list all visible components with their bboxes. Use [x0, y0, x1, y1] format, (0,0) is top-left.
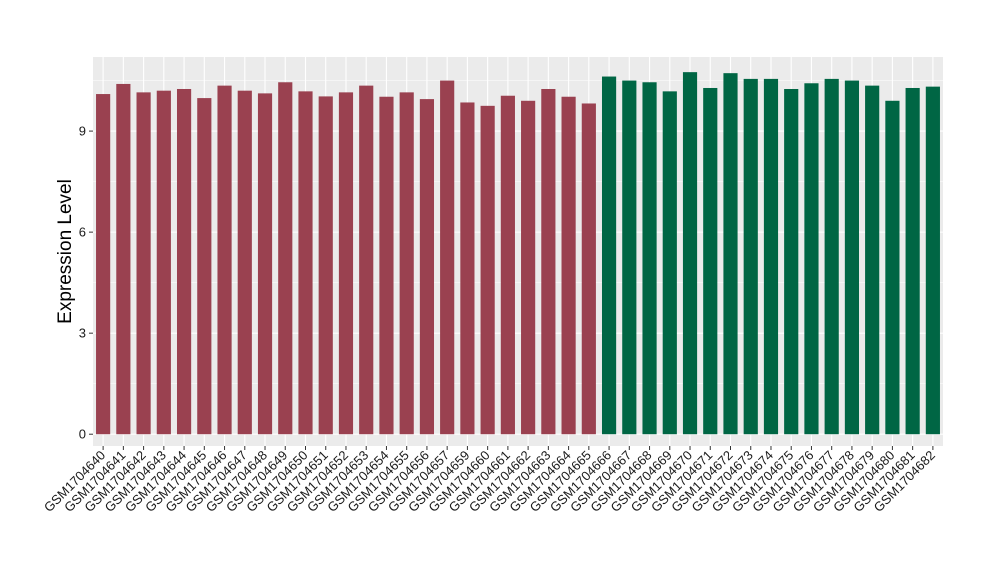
bar-GSM1704640 [96, 94, 111, 435]
bar-GSM1704648 [257, 93, 273, 435]
bar-GSM1704654 [379, 96, 394, 435]
bar-GSM1704675 [784, 88, 799, 435]
bar-GSM1704672 [723, 73, 738, 435]
bar-GSM1704668 [642, 82, 657, 435]
bar-GSM1704665 [581, 103, 596, 435]
y-tick-label: 0 [79, 427, 86, 442]
bar-GSM1704667 [622, 80, 637, 435]
y-tick-label: 6 [79, 225, 86, 240]
y-axis-title: Expression Level [55, 179, 76, 324]
bar-GSM1704680 [885, 100, 900, 435]
bar-GSM1704681 [905, 87, 920, 435]
bar-GSM1704676 [804, 83, 819, 435]
bar-GSM1704641 [116, 83, 131, 435]
bar-GSM1704678 [844, 80, 860, 435]
bar-GSM1704673 [743, 78, 758, 435]
bar-GSM1704666 [601, 76, 617, 435]
bars [96, 72, 940, 435]
plot-panel [93, 57, 943, 446]
bar-GSM1704663 [541, 88, 556, 435]
bar-GSM1704659 [460, 102, 475, 435]
bar-GSM1704643 [156, 90, 171, 435]
bar-GSM1704677 [824, 78, 839, 435]
y-axis: 0 3 6 9 [79, 124, 93, 442]
y-tick-label: 9 [79, 124, 86, 139]
bar-GSM1704644 [176, 88, 192, 435]
y-tick-label: 3 [79, 326, 86, 341]
bar-GSM1704664 [561, 96, 576, 435]
bar-GSM1704647 [237, 90, 252, 435]
bar-GSM1704651 [318, 96, 333, 435]
bar-GSM1704649 [278, 82, 293, 435]
bar-GSM1704662 [521, 100, 536, 435]
bar-GSM1704682 [925, 86, 940, 435]
bar-GSM1704679 [865, 85, 880, 435]
bar-GSM1704652 [338, 92, 354, 435]
bar-GSM1704657 [440, 80, 455, 435]
bar-GSM1704655 [399, 92, 414, 435]
bar-GSM1704653 [359, 85, 374, 435]
bar-GSM1704674 [763, 78, 779, 435]
bar-GSM1704650 [298, 91, 313, 435]
bar-GSM1704670 [682, 72, 698, 435]
bar-GSM1704661 [500, 95, 515, 435]
bar-GSM1704669 [662, 91, 677, 435]
bar-GSM1704660 [480, 105, 495, 435]
x-axis: GSM1704640GSM1704641GSM1704642GSM1704643… [41, 446, 938, 515]
bar-GSM1704656 [419, 99, 435, 435]
bar-GSM1704646 [217, 85, 232, 435]
bar-GSM1704642 [136, 92, 151, 435]
bar-GSM1704645 [197, 98, 212, 435]
bar-GSM1704671 [703, 87, 718, 435]
